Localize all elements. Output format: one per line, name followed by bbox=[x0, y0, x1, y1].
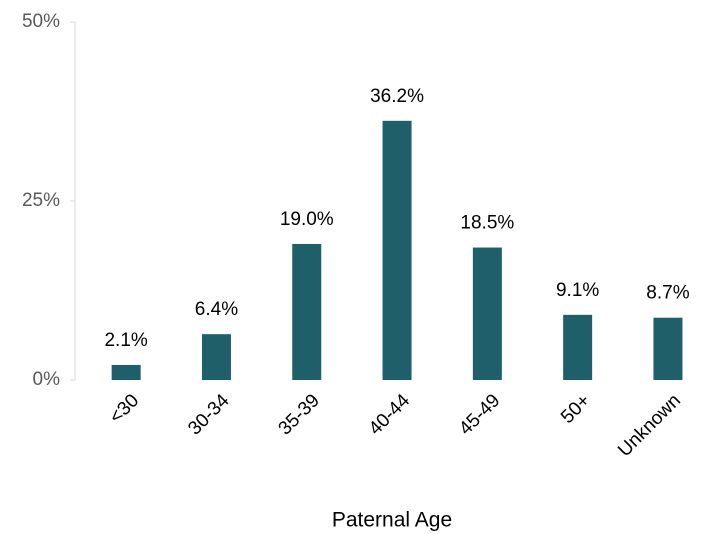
y-tick-label: 50% bbox=[22, 11, 60, 32]
x-tick-label: 50+ bbox=[557, 390, 595, 428]
data-label: 18.5% bbox=[460, 213, 514, 234]
x-tick-label: Unknown bbox=[614, 390, 685, 461]
x-tick-label: 40-44 bbox=[365, 390, 415, 440]
data-label: 36.2% bbox=[370, 86, 424, 107]
y-tick-label: 0% bbox=[33, 369, 61, 390]
x-tick-label: <30 bbox=[106, 390, 144, 428]
bar bbox=[201, 334, 231, 380]
data-label: 8.7% bbox=[646, 283, 689, 304]
bar bbox=[382, 120, 412, 381]
bar bbox=[111, 364, 141, 380]
bar bbox=[653, 317, 683, 380]
data-label: 2.1% bbox=[104, 330, 147, 351]
bar bbox=[563, 314, 593, 380]
x-axis-label: Paternal Age bbox=[332, 509, 452, 532]
x-tick-label: 45-49 bbox=[455, 390, 504, 439]
bar bbox=[292, 243, 322, 380]
data-label: 6.4% bbox=[195, 299, 238, 320]
bar bbox=[472, 247, 502, 380]
x-tick-label: 35-39 bbox=[275, 390, 324, 439]
y-tick-label: 25% bbox=[22, 190, 60, 211]
data-label: 9.1% bbox=[556, 280, 599, 301]
data-label: 19.0% bbox=[280, 209, 334, 230]
x-tick-label: 30-34 bbox=[184, 390, 234, 440]
